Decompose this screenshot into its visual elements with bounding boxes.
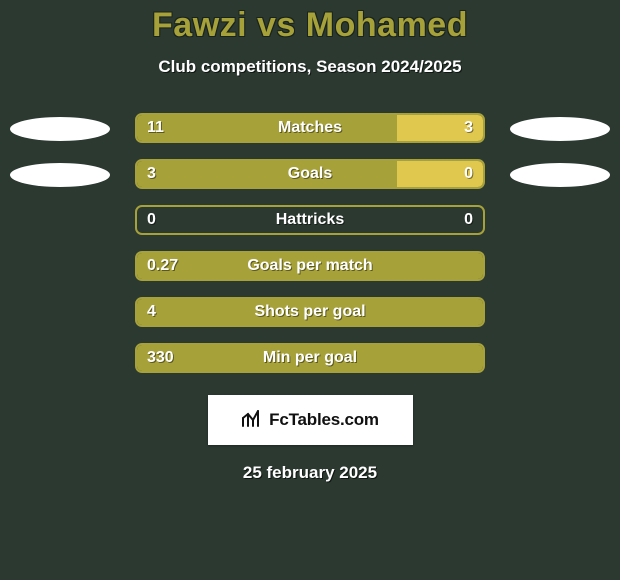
stat-value-left: 330 xyxy=(147,349,174,367)
page-title: Fawzi vs Mohamed xyxy=(0,6,620,45)
stat-value-left: 4 xyxy=(147,303,156,321)
stat-bar-left: 11 xyxy=(137,115,397,141)
stat-value-right: 0 xyxy=(464,165,473,183)
stat-rows: 113Matches30Goals00Hattricks0.27Goals pe… xyxy=(0,113,620,373)
stat-value-left: 0 xyxy=(147,211,156,229)
stat-value-right: 3 xyxy=(464,119,473,137)
stat-bar-left: 0.27 xyxy=(137,253,483,279)
stat-row: 4Shots per goal xyxy=(0,297,620,327)
player-avatar-right xyxy=(510,117,610,141)
source-logo: FcTables.com xyxy=(208,395,413,445)
player-avatar-left xyxy=(10,163,110,187)
logo-chart-icon xyxy=(241,408,263,433)
stat-row: 00Hattricks xyxy=(0,205,620,235)
stat-bar-left: 3 xyxy=(137,161,397,187)
stat-row: 113Matches xyxy=(0,113,620,143)
stat-bar-left: 0 xyxy=(137,207,310,233)
logo-text: FcTables.com xyxy=(269,410,379,430)
snapshot-date: 25 february 2025 xyxy=(0,463,620,483)
stat-bar-right: 3 xyxy=(397,115,484,141)
player-avatar-right xyxy=(510,163,610,187)
stat-bar: 11 3 xyxy=(135,113,485,143)
comparison-card: Fawzi vs Mohamed Club competitions, Seas… xyxy=(0,0,620,580)
stat-value-right: 0 xyxy=(464,211,473,229)
stat-bar-right: 0 xyxy=(397,161,484,187)
stat-bar-right: 0 xyxy=(310,207,483,233)
stat-bar: 0.27 xyxy=(135,251,485,281)
stat-bar: 00 xyxy=(135,205,485,235)
subtitle: Club competitions, Season 2024/2025 xyxy=(0,57,620,77)
stat-row: 0.27Goals per match xyxy=(0,251,620,281)
stat-value-left: 11 xyxy=(147,119,164,137)
stat-bar: 4 xyxy=(135,297,485,327)
stat-bar: 330 xyxy=(135,343,485,373)
stat-bar: 30 xyxy=(135,159,485,189)
stat-value-left: 0.27 xyxy=(147,257,178,275)
stat-row: 30Goals xyxy=(0,159,620,189)
stat-bar-left: 330 xyxy=(137,345,483,371)
player-avatar-left xyxy=(10,117,110,141)
stat-value-left: 3 xyxy=(147,165,156,183)
stat-bar-left: 4 xyxy=(137,299,483,325)
stat-row: 330Min per goal xyxy=(0,343,620,373)
